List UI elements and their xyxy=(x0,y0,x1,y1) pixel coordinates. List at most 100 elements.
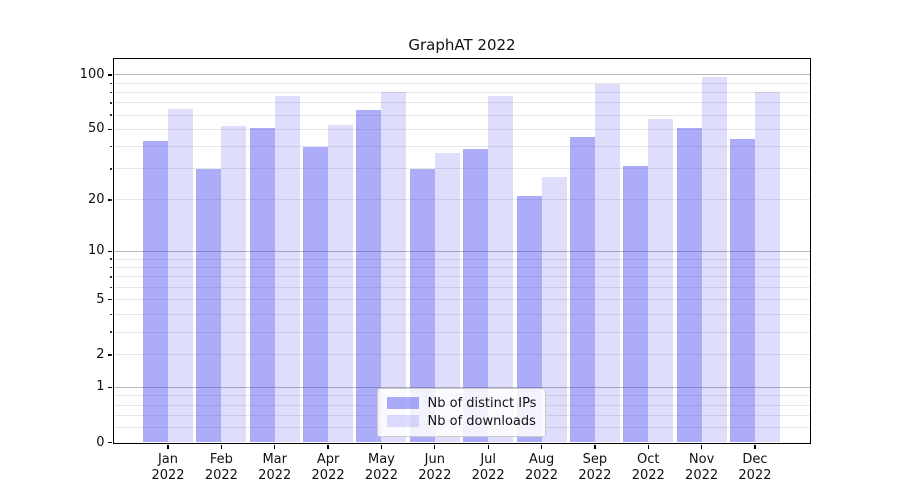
y-tick-label-100: 100 xyxy=(79,66,105,82)
bar-downloads-jul xyxy=(488,96,514,443)
legend-item-downloads: Nb of downloads xyxy=(386,413,536,430)
gridline-minor-8 xyxy=(113,266,810,268)
y-minortick-6 xyxy=(109,286,112,289)
gridline-minor-70 xyxy=(113,102,810,104)
bar-downloads-apr xyxy=(328,124,354,443)
bar-distinct-ips-jan xyxy=(143,141,168,443)
x-tick-label-year-nov: 2022 xyxy=(685,467,719,483)
y-minortick-2 xyxy=(109,354,112,356)
gridline-minor-7 xyxy=(113,276,810,278)
x-tick-label-year-feb: 2022 xyxy=(204,467,238,483)
y-minortick-40 xyxy=(109,146,112,148)
x-tick-label-nov: Nov xyxy=(688,451,715,467)
bar-distinct-ips-sep xyxy=(569,137,595,443)
x-tick-label-year-jun: 2022 xyxy=(418,467,452,483)
gridline-minor-90 xyxy=(113,82,810,84)
legend-swatch-downloads xyxy=(386,415,419,427)
x-tick-aug xyxy=(540,444,543,449)
x-tick-label-jul: Jul xyxy=(480,451,496,467)
legend-item-distinct-ips: Nb of distinct IPs xyxy=(386,395,537,412)
y-minortick-4 xyxy=(109,313,112,315)
gridline-major-1 xyxy=(113,386,810,388)
gridline-minor-4 xyxy=(113,313,810,315)
y-minortick-3 xyxy=(109,331,112,333)
x-tick-label-year-sep: 2022 xyxy=(578,467,612,483)
y-minortick-50 xyxy=(109,128,112,130)
x-tick-label-jun: Jun xyxy=(424,451,445,467)
y-minortick-5 xyxy=(109,299,112,301)
gridline-minor-6 xyxy=(113,286,810,288)
bar-downloads-jan xyxy=(168,108,193,443)
legend-swatch-distinct-ips xyxy=(386,397,419,409)
legend-label-downloads: Nb of downloads xyxy=(427,413,536,429)
y-tick-1 xyxy=(108,386,112,388)
gridline-minor-50 xyxy=(113,128,810,130)
bar-distinct-ips-dec xyxy=(729,139,755,443)
gridline-minor-5 xyxy=(113,299,810,301)
x-tick-label-oct: Oct xyxy=(636,451,660,467)
x-tick-dec xyxy=(754,444,756,449)
y-minortick-30 xyxy=(109,168,112,170)
x-tick-label-year-mar: 2022 xyxy=(258,467,292,483)
x-tick-label-sep: Sep xyxy=(582,451,608,467)
bar-downloads-oct xyxy=(648,119,674,443)
bar-downloads-feb xyxy=(221,126,247,443)
gridline-major-100 xyxy=(113,74,810,76)
x-tick-jul xyxy=(487,444,489,449)
y-minortick-8 xyxy=(109,266,112,269)
legend-label-distinct-ips: Nb of distinct IPs xyxy=(427,395,537,411)
bar-downloads-sep xyxy=(594,84,620,443)
chart-title: GraphAT 2022 xyxy=(408,36,516,54)
x-tick-feb xyxy=(220,444,223,449)
gridline-minor-3 xyxy=(113,331,810,333)
x-tick-apr xyxy=(327,444,329,449)
y-tick-100 xyxy=(108,74,112,76)
x-tick-label-dec: Dec xyxy=(742,451,768,467)
y-minortick-20 xyxy=(109,199,112,201)
y-tick-label-5: 5 xyxy=(96,291,105,307)
bar-distinct-ips-mar xyxy=(249,127,275,443)
y-tick-label-0: 0 xyxy=(96,434,105,450)
bar-distinct-ips-may xyxy=(356,109,382,443)
bar-distinct-ips-nov xyxy=(676,127,702,443)
y-minortick-80 xyxy=(109,91,112,94)
bar-distinct-ips-oct xyxy=(623,166,649,443)
y-tick-label-20: 20 xyxy=(87,191,105,207)
bar-distinct-ips-apr xyxy=(303,146,329,443)
gridline-major-10 xyxy=(113,250,810,252)
x-tick-jun xyxy=(434,444,436,449)
bar-downloads-aug xyxy=(541,177,567,443)
x-tick-sep xyxy=(594,444,596,449)
y-minortick-7 xyxy=(109,276,112,278)
x-tick-label-jan: Jan xyxy=(157,451,179,467)
x-tick-label-feb: Feb xyxy=(209,451,233,467)
gridline-minor-30 xyxy=(113,168,810,170)
x-tick-nov xyxy=(701,444,703,449)
bar-downloads-may xyxy=(381,92,407,443)
gridline-minor-60 xyxy=(113,114,810,116)
x-tick-label-mar: Mar xyxy=(262,451,287,467)
gridline-minor-40 xyxy=(113,146,810,148)
x-tick-oct xyxy=(647,444,649,449)
x-tick-label-aug: Aug xyxy=(528,451,555,467)
bar-downloads-mar xyxy=(274,96,300,443)
gridline-minor-9 xyxy=(113,258,810,260)
y-tick-label-1: 1 xyxy=(96,379,105,395)
x-tick-label-year-jul: 2022 xyxy=(471,467,505,483)
x-tick-label-year-dec: 2022 xyxy=(738,467,772,483)
x-tick-may xyxy=(380,444,383,449)
x-tick-label-year-may: 2022 xyxy=(364,467,398,483)
y-tick-label-2: 2 xyxy=(96,346,105,362)
x-tick-label-year-aug: 2022 xyxy=(524,467,559,483)
bar-downloads-nov xyxy=(701,77,727,443)
x-tick-label-may: May xyxy=(367,451,395,467)
bar-distinct-ips-feb xyxy=(196,168,222,443)
y-tick-0 xyxy=(108,441,112,444)
y-minortick-60 xyxy=(109,114,112,116)
x-tick-mar xyxy=(274,444,276,449)
x-tick-label-year-oct: 2022 xyxy=(631,467,665,483)
gridline-minor-80 xyxy=(113,91,810,93)
y-minortick-70 xyxy=(109,102,112,104)
x-tick-label-apr: Apr xyxy=(316,451,340,467)
